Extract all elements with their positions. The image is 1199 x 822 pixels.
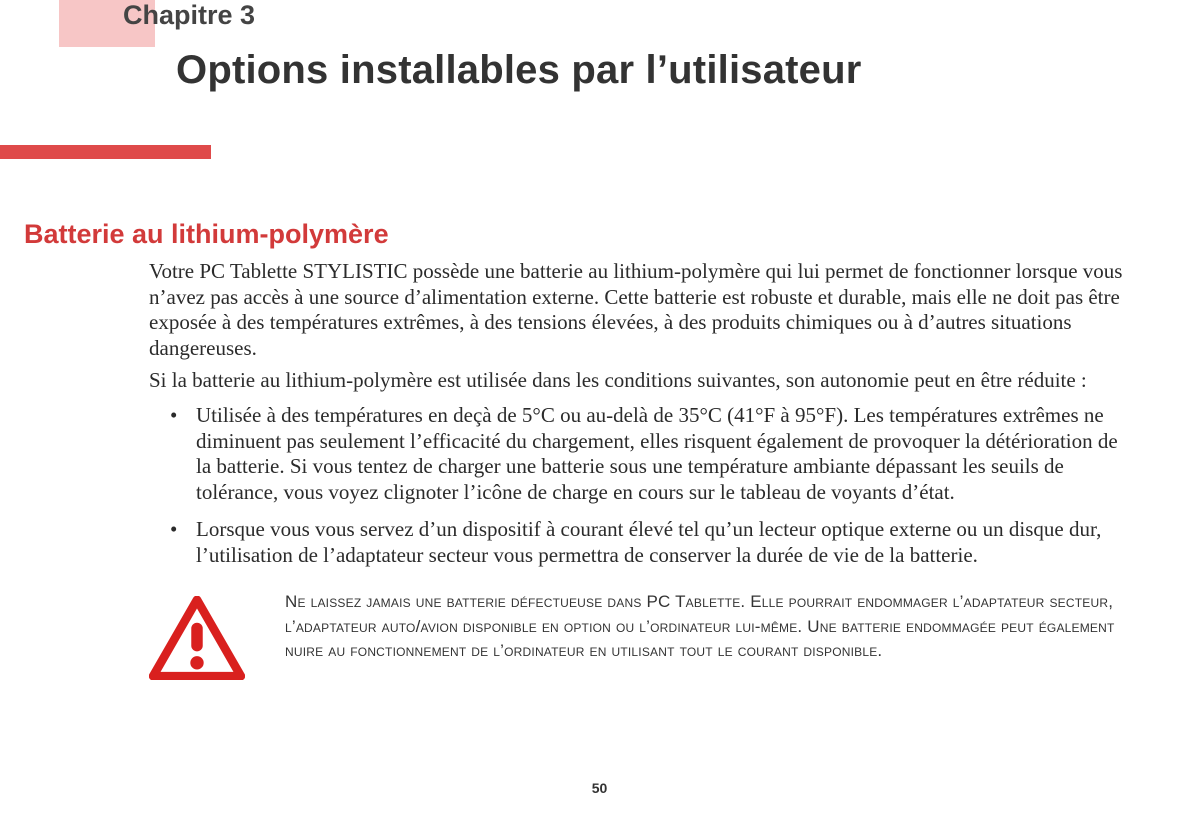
list-item: • Utilisée à des températures en deçà de… [170, 403, 1138, 505]
bullet-list: • Utilisée à des températures en deçà de… [170, 403, 1138, 581]
section-heading: Batterie au lithium-polymère [24, 219, 389, 250]
list-item-text: Lorsque vous vous servez d’un dispositif… [196, 517, 1138, 568]
page-number: 50 [0, 780, 1199, 796]
chapter-title: Options installables par l’utilisateur [176, 48, 862, 93]
warning-callout: Ne laissez jamais une batterie défectueu… [149, 590, 1139, 685]
body-paragraph: Si la batterie au lithium-polymère est u… [149, 368, 1139, 394]
list-item-text: Utilisée à des températures en deçà de 5… [196, 403, 1138, 505]
list-item: • Lorsque vous vous servez d’un disposit… [170, 517, 1138, 568]
body-paragraph: Votre PC Tablette STYLISTIC possède une … [149, 259, 1139, 361]
bullet-marker: • [170, 403, 196, 505]
warning-text: Ne laissez jamais une batterie défectueu… [285, 590, 1139, 664]
chapter-label: Chapitre 3 [123, 0, 255, 31]
warning-triangle-icon [149, 590, 261, 685]
accent-bar [0, 145, 211, 159]
bullet-marker: • [170, 517, 196, 568]
